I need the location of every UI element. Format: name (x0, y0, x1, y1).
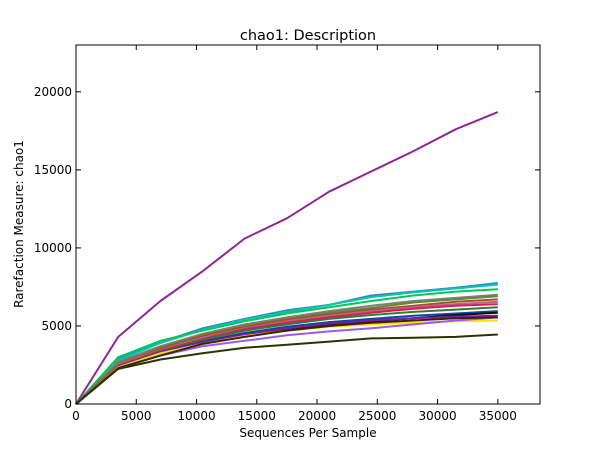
x-tick-label: 25000 (358, 409, 396, 423)
series-line-5 (75, 293, 498, 405)
x-tick-label: 10000 (177, 409, 215, 423)
series-line-3 (75, 283, 498, 405)
x-tick-label: 15000 (238, 409, 276, 423)
x-axis-title: Sequences Per Sample (239, 426, 376, 440)
series-line-17 (75, 333, 498, 405)
y-tick-label: 15000 (34, 163, 72, 177)
series-line-16 (75, 316, 498, 405)
y-axis-title: Rarefaction Measure: chao1 (12, 140, 26, 308)
series-layer (75, 111, 499, 405)
chart-title: chao1: Description (240, 28, 376, 44)
x-tick-label: 30000 (418, 409, 456, 423)
y-tick-label: 20000 (34, 85, 72, 99)
x-tick-label: 35000 (479, 409, 517, 423)
x-tick-label: 0 (72, 409, 80, 423)
y-tick-label: 10000 (34, 241, 72, 255)
y-tick-label: 5000 (41, 319, 72, 333)
y-tick-label: 0 (64, 397, 72, 411)
x-tick-label: 20000 (298, 409, 336, 423)
tick-layer: 0 5000 10000 15000 20000 25000 30000 35000 0 5000… (34, 45, 540, 423)
x-tick-label: 5000 (121, 409, 152, 423)
series-line-4 (75, 288, 498, 405)
plot-frame (75, 44, 541, 405)
series-line-1 (75, 111, 499, 405)
